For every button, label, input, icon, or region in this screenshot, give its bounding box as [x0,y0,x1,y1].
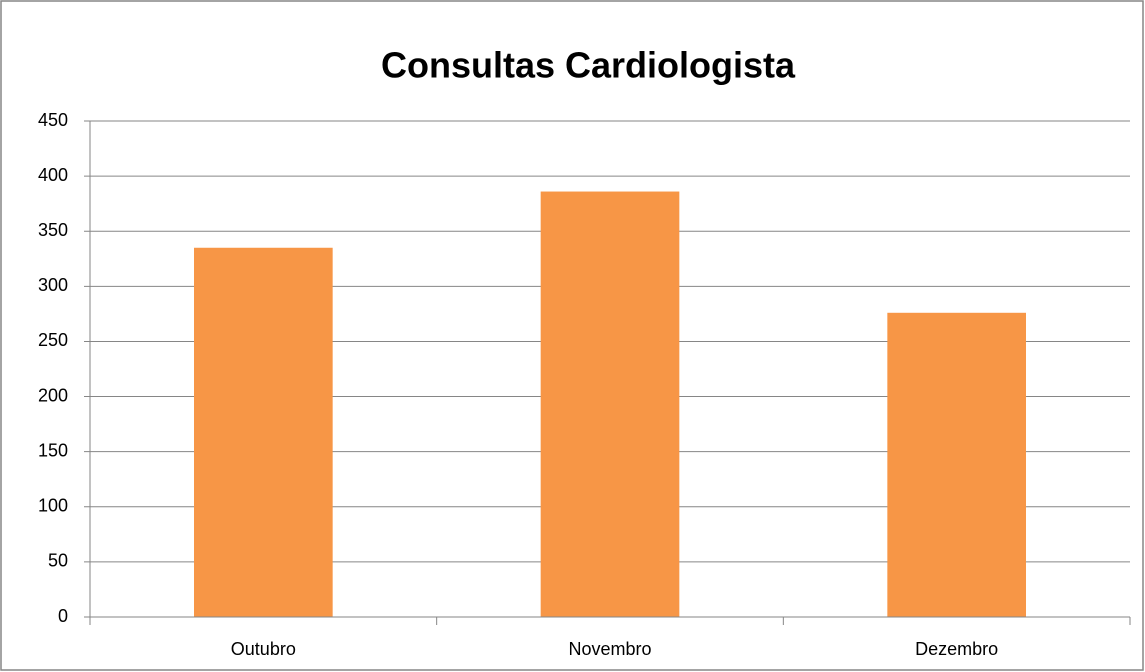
y-tick-label: 250 [38,330,68,350]
y-tick-label: 50 [48,551,68,571]
x-tick-label: Novembro [568,639,651,659]
y-tick-label: 200 [38,385,68,405]
bar [887,312,1026,617]
x-tick-label: Dezembro [915,639,998,659]
y-tick-label: 350 [38,220,68,240]
y-tick-label: 150 [38,440,68,460]
x-tick-label: Outubro [231,639,296,659]
bar [540,191,680,617]
y-tick-label: 0 [58,606,68,626]
y-tick-label: 300 [38,275,68,295]
y-tick-label: 100 [38,496,68,516]
chart-title: Consultas Cardiologista [381,45,796,86]
y-tick-label: 400 [38,165,68,185]
bar [194,247,333,617]
y-tick-label: 450 [38,110,68,130]
